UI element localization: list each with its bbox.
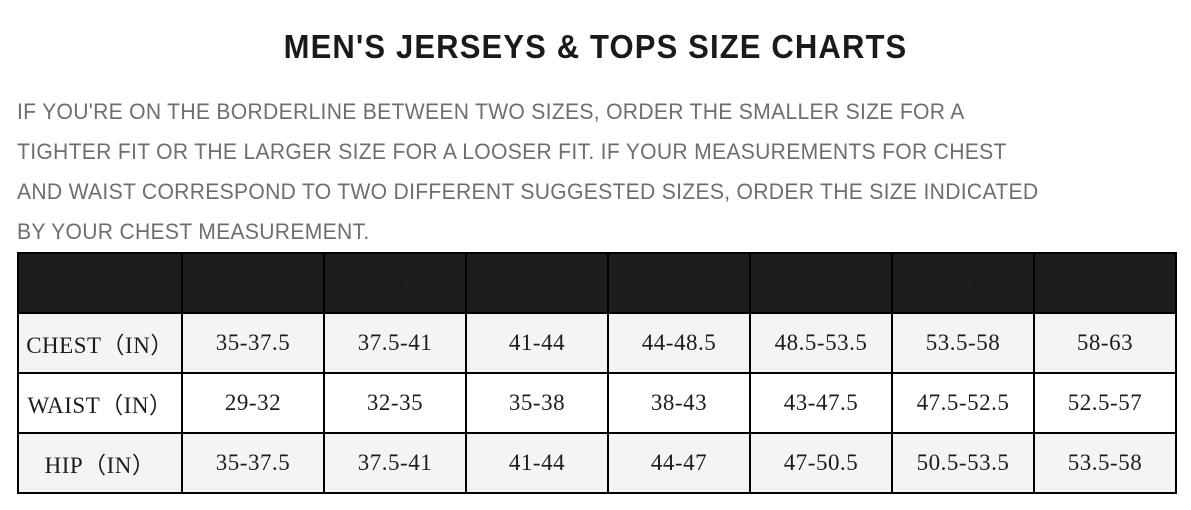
cell-waist-3xl: 47.5-52.5 [891, 372, 1035, 434]
cell-chest-2xl: 48.5-53.5 [749, 312, 893, 374]
size-chart-table-container: SIZE S M L XL 2XL 3XL 4XL CHEST（IN） 35-3… [17, 252, 1177, 494]
intro-line-3: AND WAIST CORRESPOND TO TWO DIFFERENT SU… [17, 179, 1039, 204]
cell-waist-m: 32-35 [323, 372, 467, 434]
page-title: MEN'S JERSEYS & TOPS SIZE CHARTS [283, 28, 908, 65]
intro-line-1: IF YOU'RE ON THE BORDERLINE BETWEEN TWO … [17, 99, 965, 124]
column-header-2xl: 2XL [749, 252, 893, 314]
row-label-waist: WAIST（IN） [17, 372, 183, 434]
row-label-hip: HIP（IN） [17, 432, 183, 494]
cell-chest-xl: 44-48.5 [607, 312, 751, 374]
cell-hip-4xl: 53.5-58 [1033, 432, 1177, 494]
column-header-4xl: 4XL [1033, 252, 1177, 314]
cell-chest-m: 37.5-41 [323, 312, 467, 374]
intro-line-4: BY YOUR CHEST MEASUREMENT. [17, 219, 370, 244]
table-row-waist: WAIST（IN） 29-32 32-35 35-38 38-43 43-47.… [17, 372, 1177, 434]
column-header-m: M [323, 252, 467, 314]
intro-line-2: TIGHTER FIT OR THE LARGER SIZE FOR A LOO… [17, 139, 1007, 164]
size-chart-table: SIZE S M L XL 2XL 3XL 4XL CHEST（IN） 35-3… [17, 252, 1177, 494]
column-header-3xl: 3XL [891, 252, 1035, 314]
cell-hip-3xl: 50.5-53.5 [891, 432, 1035, 494]
cell-hip-m: 37.5-41 [323, 432, 467, 494]
cell-waist-xl: 38-43 [607, 372, 751, 434]
cell-hip-xl: 44-47 [607, 432, 751, 494]
intro-paragraph: IF YOU'RE ON THE BORDERLINE BETWEEN TWO … [17, 92, 1177, 252]
cell-chest-4xl: 58-63 [1033, 312, 1177, 374]
cell-hip-l: 41-44 [465, 432, 609, 494]
column-header-s: S [181, 252, 325, 314]
cell-hip-2xl: 47-50.5 [749, 432, 893, 494]
table-row-hip: HIP（IN） 35-37.5 37.5-41 41-44 44-47 47-5… [17, 432, 1177, 494]
cell-waist-s: 29-32 [181, 372, 325, 434]
table-header-row: SIZE S M L XL 2XL 3XL 4XL [17, 252, 1177, 314]
row-label-chest: CHEST（IN） [17, 312, 183, 374]
column-header-xl: XL [607, 252, 751, 314]
column-header-l: L [465, 252, 609, 314]
cell-waist-4xl: 52.5-57 [1033, 372, 1177, 434]
cell-chest-3xl: 53.5-58 [891, 312, 1035, 374]
cell-waist-l: 35-38 [465, 372, 609, 434]
cell-waist-2xl: 43-47.5 [749, 372, 893, 434]
cell-chest-s: 35-37.5 [181, 312, 325, 374]
table-row-chest: CHEST（IN） 35-37.5 37.5-41 41-44 44-48.5 … [17, 312, 1177, 374]
cell-chest-l: 41-44 [465, 312, 609, 374]
cell-hip-s: 35-37.5 [181, 432, 325, 494]
column-header-size: SIZE [17, 252, 183, 314]
